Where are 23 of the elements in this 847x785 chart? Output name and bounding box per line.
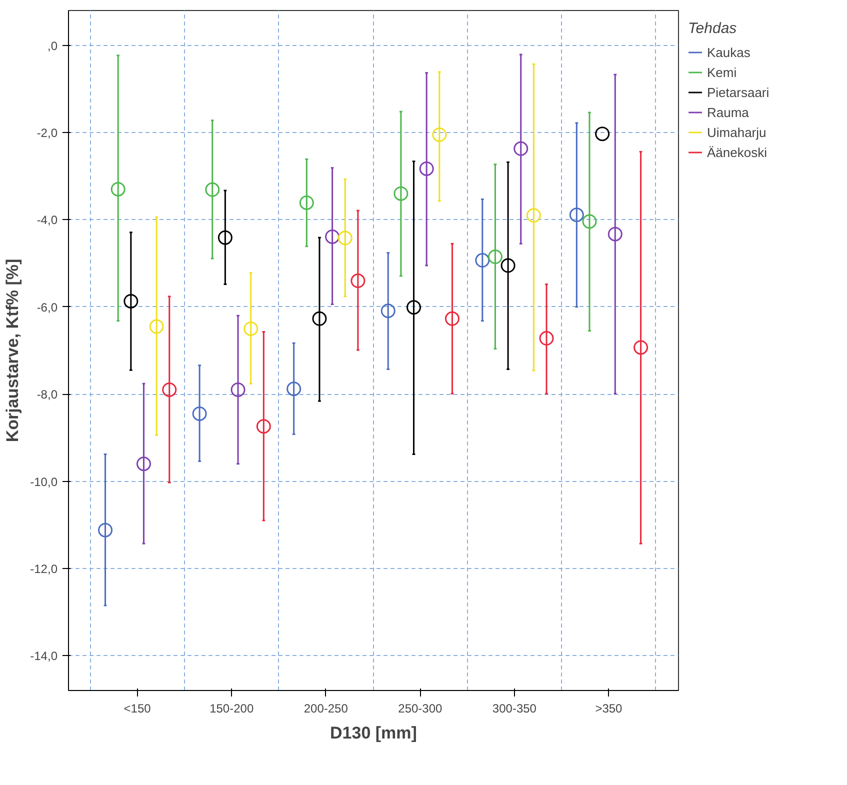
legend-label: Kemi — [707, 64, 737, 80]
x-tick-label: 150-200 — [210, 702, 254, 716]
x-axis-title: D130 [mm] — [330, 724, 417, 742]
legend-label: Rauma — [707, 104, 749, 120]
x-tick-label: 300-350 — [492, 702, 537, 716]
y-tick-label: -10,0 — [30, 474, 58, 489]
y-tick-label: -2,0 — [36, 126, 58, 140]
x-tick-label: <150 — [124, 702, 152, 716]
legend-label: Äänekoski — [707, 144, 767, 160]
y-axis-title: Korjaustarve, Ktf% [%] — [3, 258, 22, 442]
y-tick-label: ,0 — [47, 38, 58, 53]
x-tick-label: 250-300 — [398, 702, 443, 716]
y-tick-label: -4,0 — [36, 213, 58, 228]
legend-label: Uimaharju — [707, 124, 766, 140]
x-tick-label: >350 — [595, 702, 623, 716]
legend-label: Kaukas — [707, 44, 750, 60]
legend-title: Tehdas — [688, 20, 738, 37]
y-tick-label: -8,0 — [36, 388, 58, 402]
y-tick-label: -14,0 — [30, 649, 58, 664]
legend-label: Pietarsaari — [707, 84, 770, 100]
y-tick-label: -6,0 — [36, 300, 58, 314]
x-tick-label: 200-250 — [304, 702, 348, 716]
y-tick-label: -12,0 — [30, 562, 58, 576]
